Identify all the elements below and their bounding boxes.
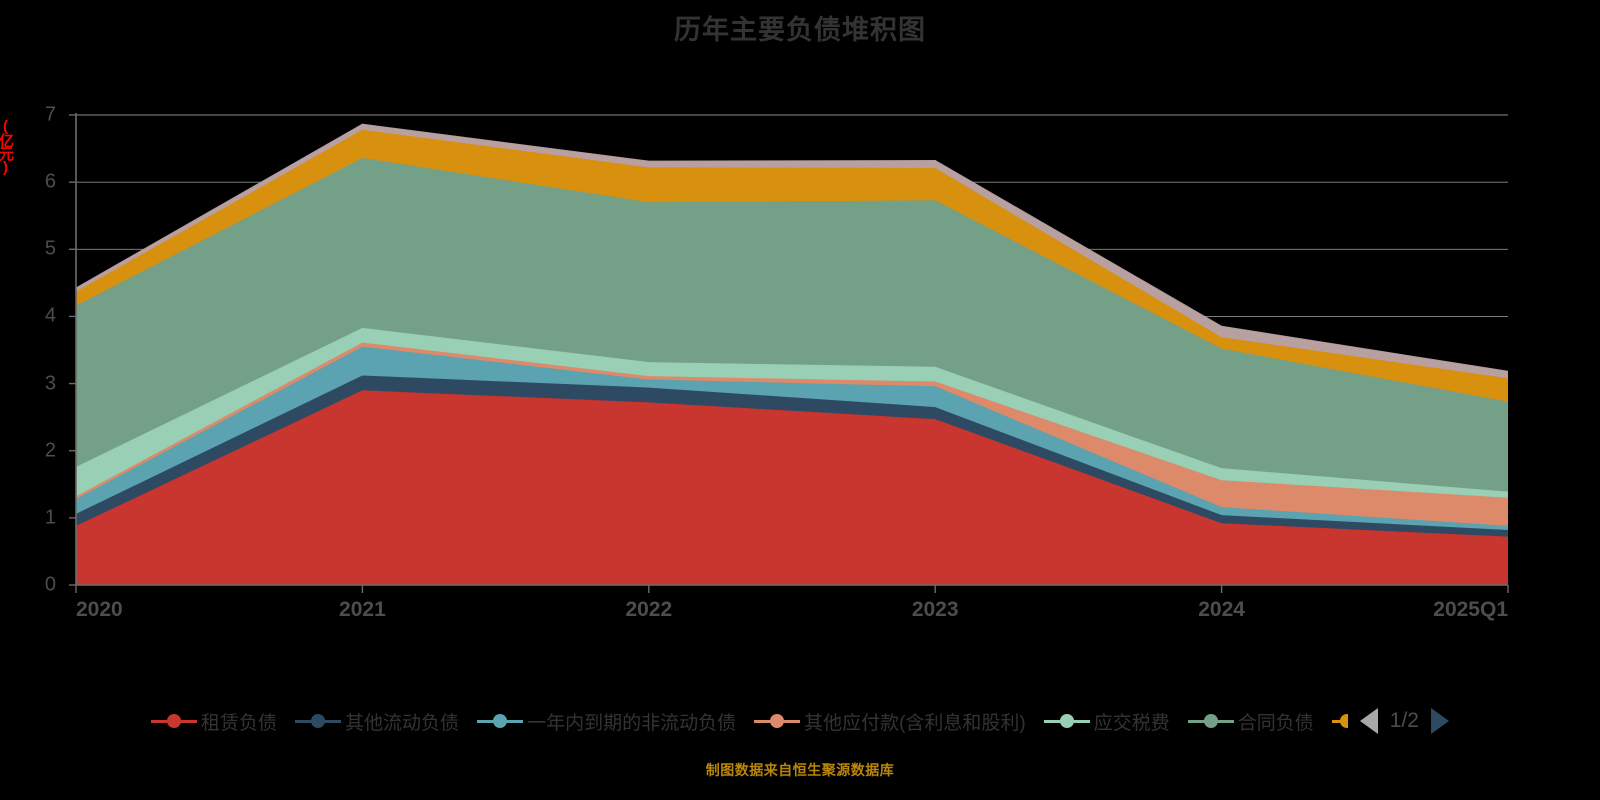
legend-item-4[interactable]: 应交税费 (1043, 708, 1170, 735)
area-series-edge-7 (75, 123, 1509, 373)
legend-dot (167, 714, 182, 728)
area-series-1 (76, 375, 1508, 537)
legend-item-label: 合同负债 (1237, 712, 1314, 734)
legend-dot (1203, 714, 1218, 728)
triangle-right-icon[interactable] (1430, 708, 1449, 734)
y-axis-tick: 4 (44, 304, 56, 327)
legend-pager: 1/2 (1359, 708, 1449, 734)
pager-page-indicator: 1/2 (1389, 709, 1419, 732)
x-axis-tick: 2022 (625, 598, 673, 621)
area-series-6 (76, 129, 1508, 402)
y-axis-tick: 2 (44, 439, 56, 462)
axes (69, 113, 1509, 593)
legend-item-1[interactable]: 其他流动负债 (295, 708, 459, 735)
legend-marker-icon (754, 712, 801, 730)
legend-item-clipped[interactable] (1331, 712, 1348, 730)
legend-item-label: 其他应付款(含利息和股利) (804, 712, 1026, 734)
legend-item-2[interactable]: 一年内到期的非流动负债 (477, 708, 736, 735)
legend-marker-icon (477, 712, 524, 730)
y-axis-tick: 3 (44, 372, 56, 395)
x-axis-tick: 2021 (339, 598, 386, 621)
y-axis-tick: 5 (44, 237, 56, 260)
area-series-5 (76, 157, 1508, 492)
x-axis-tick: 2020 (76, 598, 123, 621)
legend-marker-icon (295, 712, 342, 730)
legend-marker-icon (151, 712, 198, 730)
y-axis-unit-label: (亿元) (0, 118, 14, 174)
x-axis-tick: 2025Q1 (1433, 598, 1508, 621)
series-areas (75, 123, 1509, 585)
y-axis-tick-labels: 0 1 2 3 4 5 6 7 (0, 95, 70, 605)
y-axis-tick: 0 (44, 573, 56, 596)
legend-dot-clipped (1339, 714, 1348, 728)
stacked-area-svg (69, 113, 1509, 593)
legend-dot (770, 714, 785, 728)
x-axis-tick-labels: 2020 2021 2022 2023 2024 2025Q1 (0, 598, 1600, 628)
legend-item-5[interactable]: 合同负债 (1187, 708, 1314, 735)
page-title: 历年主要负债堆积图 (674, 15, 926, 45)
y-axis-tick: 7 (44, 103, 56, 126)
legend-item-3[interactable]: 其他应付款(含利息和股利) (754, 708, 1026, 735)
y-axis-tick: 1 (44, 506, 56, 529)
legend-dot (311, 714, 326, 728)
area-series-4 (76, 327, 1508, 498)
area-series-2 (76, 346, 1508, 530)
plot-area (0, 95, 1600, 595)
area-series-0 (76, 390, 1508, 585)
triangle-left-icon[interactable] (1359, 708, 1378, 734)
legend-item-label: 其他流动负债 (345, 712, 460, 734)
area-series-edge-6 (75, 129, 1509, 379)
x-axis-tick: 2023 (911, 598, 959, 621)
x-axis-tick: 2024 (1198, 598, 1245, 621)
legend-marker-icon (1043, 712, 1090, 730)
chart-legend: 租赁负债 其他流动负债 一年内到期的非流动负债 其他应付款(含利息和股利) 应交税费 合同… (0, 700, 1600, 742)
area-series-7 (76, 124, 1508, 379)
legend-item-label: 一年内到期的非流动负债 (527, 712, 737, 734)
legend-dot (493, 714, 508, 728)
legend-items-container: 租赁负债 其他流动负债 一年内到期的非流动负债 其他应付款(含利息和股利) 应交税费 合同… (151, 708, 1332, 735)
legend-dot (1059, 714, 1074, 728)
legend-item-label: 应交税费 (1093, 712, 1170, 734)
legend-item-0[interactable]: 租赁负债 (151, 708, 277, 735)
legend-marker-icon (1187, 712, 1234, 730)
footer-note: 制图数据来自恒生聚源数据库 (705, 762, 895, 778)
y-axis-tick: 6 (44, 170, 56, 193)
legend-item-label: 租赁负债 (201, 712, 278, 734)
